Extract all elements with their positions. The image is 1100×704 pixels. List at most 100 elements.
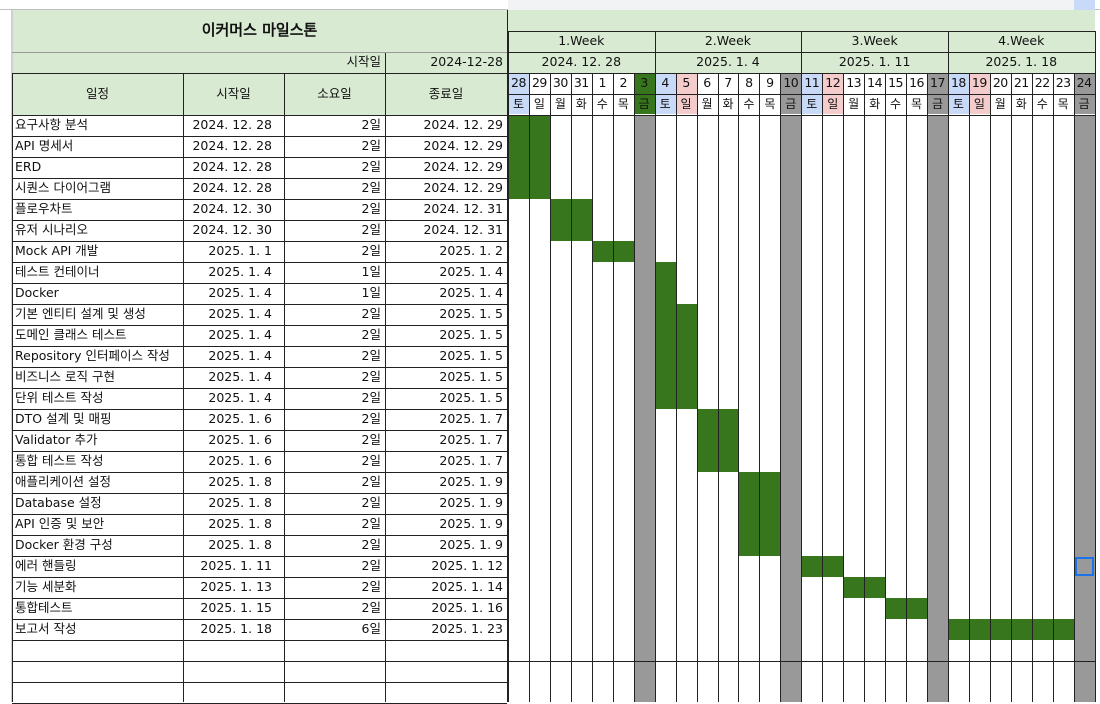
task-name[interactable]: DTO 설계 및 매핑 bbox=[15, 411, 112, 426]
task-start[interactable]: 2025. 1. 4 bbox=[208, 264, 272, 279]
task-end[interactable]: 2025. 1. 14 bbox=[431, 579, 503, 594]
task-start[interactable]: 2025. 1. 18 bbox=[200, 621, 272, 636]
task-duration[interactable]: 2일 bbox=[361, 117, 381, 132]
task-start[interactable]: 2025. 1. 4 bbox=[208, 285, 272, 300]
task-end[interactable]: 2025. 1. 5 bbox=[439, 348, 503, 363]
task-end[interactable]: 2025. 1. 9 bbox=[439, 495, 503, 510]
task-duration[interactable]: 2일 bbox=[361, 138, 381, 153]
task-name[interactable]: Docker bbox=[15, 285, 59, 300]
task-name[interactable]: 보고서 작성 bbox=[15, 621, 77, 636]
task-start[interactable]: 2025. 1. 4 bbox=[208, 306, 272, 321]
task-duration[interactable]: 2일 bbox=[361, 369, 381, 384]
task-duration[interactable]: 2일 bbox=[361, 222, 381, 237]
task-duration[interactable]: 2일 bbox=[361, 201, 381, 216]
task-end[interactable]: 2025. 1. 23 bbox=[431, 621, 503, 636]
task-name[interactable]: 유저 시나리오 bbox=[15, 222, 88, 237]
task-end[interactable]: 2025. 1. 4 bbox=[439, 285, 503, 300]
task-name[interactable]: 에러 핸들링 bbox=[15, 558, 77, 573]
task-start[interactable]: 2024. 12. 30 bbox=[192, 201, 272, 216]
task-start[interactable]: 2025. 1. 4 bbox=[208, 390, 272, 405]
task-duration[interactable]: 2일 bbox=[361, 327, 381, 342]
task-duration[interactable]: 2일 bbox=[361, 348, 381, 363]
task-name[interactable]: Database 설정 bbox=[15, 495, 102, 510]
task-duration[interactable]: 2일 bbox=[361, 474, 381, 489]
task-start[interactable]: 2025. 1. 4 bbox=[208, 369, 272, 384]
task-duration[interactable]: 6일 bbox=[361, 621, 381, 636]
task-start[interactable]: 2025. 1. 15 bbox=[200, 600, 272, 615]
task-name[interactable]: 비즈니스 로직 구현 bbox=[15, 369, 115, 384]
task-end[interactable]: 2024. 12. 31 bbox=[423, 222, 503, 237]
task-end[interactable]: 2025. 1. 5 bbox=[439, 369, 503, 384]
task-end[interactable]: 2025. 1. 7 bbox=[439, 411, 503, 426]
task-duration[interactable]: 2일 bbox=[361, 180, 381, 195]
task-end[interactable]: 2025. 1. 5 bbox=[439, 306, 503, 321]
task-start[interactable]: 2025. 1. 1 bbox=[208, 243, 272, 258]
task-duration[interactable]: 2일 bbox=[361, 432, 381, 447]
task-name[interactable]: 기능 세분화 bbox=[15, 579, 77, 594]
task-start[interactable]: 2025. 1. 8 bbox=[208, 516, 272, 531]
task-name[interactable]: ERD bbox=[15, 159, 42, 174]
task-start[interactable]: 2024. 12. 28 bbox=[192, 180, 272, 195]
task-end[interactable]: 2025. 1. 5 bbox=[439, 327, 503, 342]
task-name[interactable]: API 명세서 bbox=[15, 138, 74, 153]
task-end[interactable]: 2025. 1. 4 bbox=[439, 264, 503, 279]
task-start[interactable]: 2025. 1. 8 bbox=[208, 495, 272, 510]
task-name[interactable]: Repository 인터페이스 작성 bbox=[15, 348, 170, 363]
task-name[interactable]: 기본 엔티티 설계 및 생성 bbox=[15, 306, 146, 321]
task-name[interactable]: 애플리케이션 설정 bbox=[15, 474, 111, 489]
task-start[interactable]: 2024. 12. 28 bbox=[192, 117, 272, 132]
task-start[interactable]: 2025. 1. 8 bbox=[208, 537, 272, 552]
task-duration[interactable]: 2일 bbox=[361, 390, 381, 405]
task-end[interactable]: 2024. 12. 29 bbox=[423, 180, 503, 195]
task-end[interactable]: 2024. 12. 29 bbox=[423, 117, 503, 132]
task-duration[interactable]: 2일 bbox=[361, 243, 381, 258]
start-value[interactable]: 2024-12-28 bbox=[430, 54, 503, 69]
task-name[interactable]: 시퀀스 다이어그램 bbox=[15, 180, 111, 195]
task-duration[interactable]: 2일 bbox=[361, 411, 381, 426]
task-start[interactable]: 2024. 12. 28 bbox=[192, 138, 272, 153]
task-start[interactable]: 2025. 1. 6 bbox=[208, 432, 272, 447]
task-duration[interactable]: 2일 bbox=[361, 453, 381, 468]
task-end[interactable]: 2025. 1. 9 bbox=[439, 474, 503, 489]
task-start[interactable]: 2024. 12. 30 bbox=[192, 222, 272, 237]
task-end[interactable]: 2025. 1. 7 bbox=[439, 432, 503, 447]
task-end[interactable]: 2024. 12. 29 bbox=[423, 138, 503, 153]
task-end[interactable]: 2025. 1. 9 bbox=[439, 516, 503, 531]
task-name[interactable]: 요구사항 분석 bbox=[15, 117, 88, 132]
task-duration[interactable]: 1일 bbox=[361, 264, 381, 279]
task-duration[interactable]: 2일 bbox=[361, 495, 381, 510]
task-start[interactable]: 2024. 12. 28 bbox=[192, 159, 272, 174]
task-start[interactable]: 2025. 1. 6 bbox=[208, 411, 272, 426]
task-start[interactable]: 2025. 1. 11 bbox=[200, 558, 272, 573]
task-name[interactable]: API 인증 및 보안 bbox=[15, 516, 105, 531]
task-duration[interactable]: 2일 bbox=[361, 159, 381, 174]
task-end[interactable]: 2025. 1. 2 bbox=[439, 243, 503, 258]
task-name[interactable]: 플로우차트 bbox=[15, 201, 73, 216]
task-start[interactable]: 2025. 1. 8 bbox=[208, 474, 272, 489]
task-name[interactable]: 단위 테스트 작성 bbox=[15, 390, 104, 405]
task-end[interactable]: 2024. 12. 29 bbox=[423, 159, 503, 174]
task-duration[interactable]: 2일 bbox=[361, 516, 381, 531]
task-name[interactable]: Validator 추가 bbox=[15, 432, 98, 447]
task-end[interactable]: 2025. 1. 9 bbox=[439, 537, 503, 552]
task-duration[interactable]: 2일 bbox=[361, 306, 381, 321]
task-name[interactable]: 통합테스트 bbox=[15, 600, 73, 615]
task-name[interactable]: Mock API 개발 bbox=[15, 243, 99, 258]
task-end[interactable]: 2025. 1. 5 bbox=[439, 390, 503, 405]
task-duration[interactable]: 1일 bbox=[361, 285, 381, 300]
task-start[interactable]: 2025. 1. 4 bbox=[208, 348, 272, 363]
task-name[interactable]: 테스트 컨테이너 bbox=[15, 264, 100, 279]
task-duration[interactable]: 2일 bbox=[361, 579, 381, 594]
task-end[interactable]: 2024. 12. 31 bbox=[423, 201, 503, 216]
task-end[interactable]: 2025. 1. 16 bbox=[431, 600, 503, 615]
task-duration[interactable]: 2일 bbox=[361, 600, 381, 615]
task-name[interactable]: Docker 환경 구성 bbox=[15, 537, 113, 552]
task-duration[interactable]: 2일 bbox=[361, 558, 381, 573]
selected-cell[interactable] bbox=[1074, 557, 1094, 576]
task-start[interactable]: 2025. 1. 4 bbox=[208, 327, 272, 342]
task-name[interactable]: 도메인 클래스 테스트 bbox=[15, 327, 127, 342]
task-start[interactable]: 2025. 1. 13 bbox=[200, 579, 272, 594]
task-end[interactable]: 2025. 1. 12 bbox=[431, 558, 503, 573]
task-duration[interactable]: 2일 bbox=[361, 537, 381, 552]
task-end[interactable]: 2025. 1. 7 bbox=[439, 453, 503, 468]
